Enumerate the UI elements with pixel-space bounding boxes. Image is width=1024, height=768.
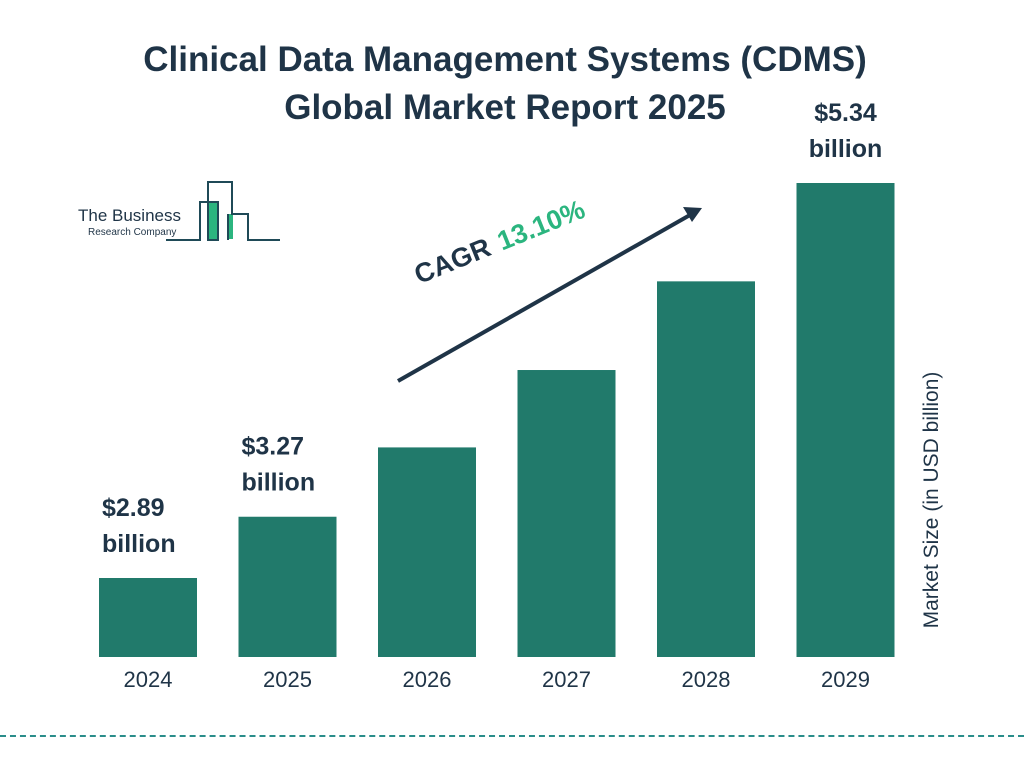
data-label: billion xyxy=(102,530,176,558)
cagr-arrow xyxy=(397,213,691,383)
bar-2026 xyxy=(378,447,476,657)
data-label: $3.27 xyxy=(242,433,305,461)
bar-2024 xyxy=(99,578,197,657)
x-tick-label: 2025 xyxy=(263,667,312,692)
logo-text-line2: Research Company xyxy=(88,227,177,238)
divider-line xyxy=(0,735,1024,737)
cagr-arrowhead-icon xyxy=(683,207,702,222)
data-label: $2.89 xyxy=(102,494,165,522)
bar-2027 xyxy=(517,370,616,657)
x-tick-label: 2024 xyxy=(124,667,173,692)
title-line-1: Clinical Data Management Systems (CDMS) xyxy=(143,40,867,79)
data-label: billion xyxy=(242,469,316,497)
x-tick-label: 2026 xyxy=(403,667,452,692)
company-logo: The Business Research Company xyxy=(78,180,283,250)
data-label: billion xyxy=(809,135,883,163)
logo-text-line1: The Business xyxy=(78,206,181,225)
x-tick-label: 2027 xyxy=(542,667,591,692)
bar-2025 xyxy=(238,516,337,657)
data-label: $5.34 xyxy=(814,99,877,127)
x-tick-label: 2028 xyxy=(682,667,731,692)
y-axis-label: Market Size (in USD billion) xyxy=(920,371,943,629)
x-tick-label: 2029 xyxy=(821,667,870,692)
bar-2028 xyxy=(657,281,755,657)
chart-title: Clinical Data Management Systems (CDMS) … xyxy=(0,36,1010,132)
bar-2029 xyxy=(796,183,895,657)
title-line-2: Global Market Report 2025 xyxy=(284,88,726,127)
logo-buildings-icon xyxy=(166,181,280,241)
